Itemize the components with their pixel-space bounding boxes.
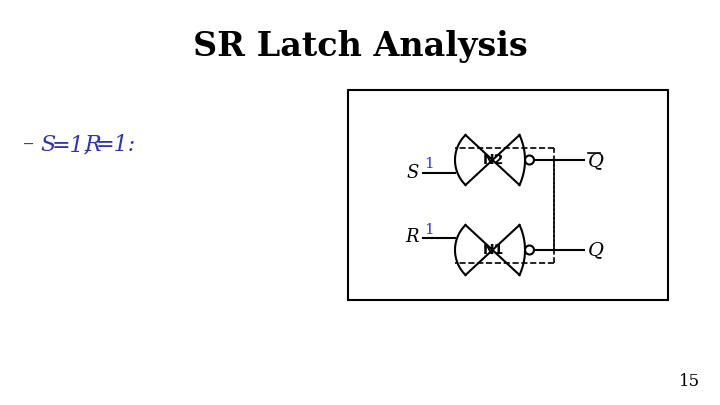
Text: =1,: =1, xyxy=(52,134,92,156)
Text: N1: N1 xyxy=(482,243,504,257)
Text: =1:: =1: xyxy=(96,134,136,156)
Text: SR Latch Analysis: SR Latch Analysis xyxy=(193,30,527,63)
Text: R: R xyxy=(405,228,419,247)
Text: Q: Q xyxy=(588,152,604,170)
Text: –: – xyxy=(22,134,33,156)
Bar xyxy=(348,90,668,300)
Text: N2: N2 xyxy=(482,153,504,167)
Text: 1: 1 xyxy=(424,222,434,237)
Text: S: S xyxy=(40,134,55,156)
Text: Q: Q xyxy=(588,241,604,259)
Text: 15: 15 xyxy=(679,373,700,390)
Text: 1: 1 xyxy=(424,158,434,171)
Text: S: S xyxy=(407,164,419,181)
Text: R: R xyxy=(84,134,101,156)
